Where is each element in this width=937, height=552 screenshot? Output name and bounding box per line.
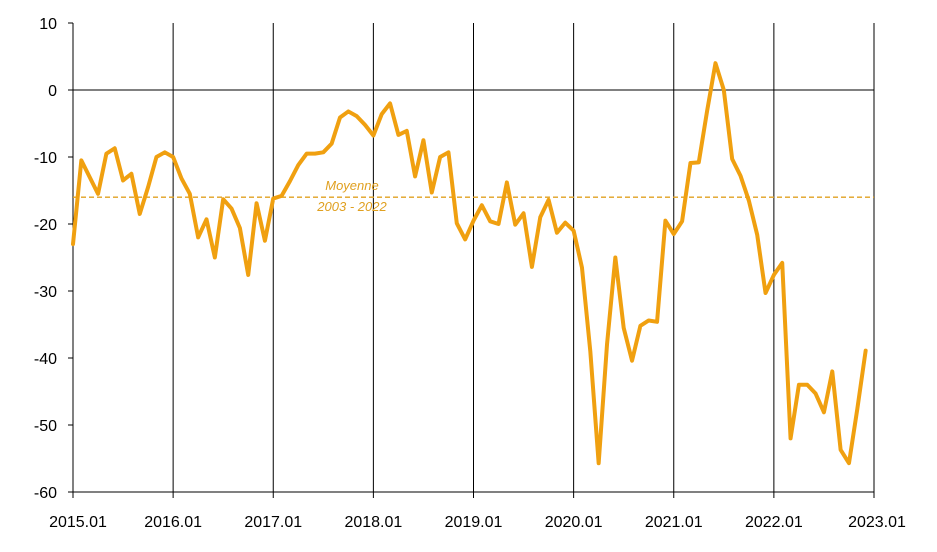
y-tick-label: -60 <box>34 485 57 502</box>
y-tick-label: -10 <box>34 150 57 167</box>
x-tick-labels: 2015.01 2016.01 2017.01 2018.01 2019.01 2020.… <box>49 514 906 531</box>
reference-line-group: Moyenne 2003 - 2022 <box>73 178 874 214</box>
series-group <box>71 61 868 466</box>
x-tick-label: 2015.01 <box>49 514 107 531</box>
x-tick-label: 2023.01 <box>848 514 906 531</box>
x-tick-label: 2018.01 <box>344 514 402 531</box>
x-tick-label: 2017.01 <box>244 514 302 531</box>
average-label-line1: Moyenne <box>325 178 378 193</box>
x-tick-label: 2021.01 <box>645 514 703 531</box>
vertical-gridlines <box>172 23 875 492</box>
axes <box>68 22 875 498</box>
x-tick-label: 2016.01 <box>144 514 202 531</box>
x-tick-label: 2020.01 <box>545 514 603 531</box>
x-tick-label: 2019.01 <box>445 514 503 531</box>
y-tick-label: -50 <box>34 418 57 435</box>
average-label-line2: 2003 - 2022 <box>316 199 387 214</box>
y-tick-label: -30 <box>34 284 57 301</box>
series-line-0 <box>71 61 868 466</box>
y-tick-labels: 10 0 -10 -20 -30 -40 -50 -60 <box>34 16 57 502</box>
y-tick-label: 10 <box>39 16 57 33</box>
y-tick-label: -20 <box>34 217 57 234</box>
x-tick-label: 2022.01 <box>745 514 803 531</box>
y-tick-label: -40 <box>34 351 57 368</box>
y-tick-label: 0 <box>48 83 57 100</box>
